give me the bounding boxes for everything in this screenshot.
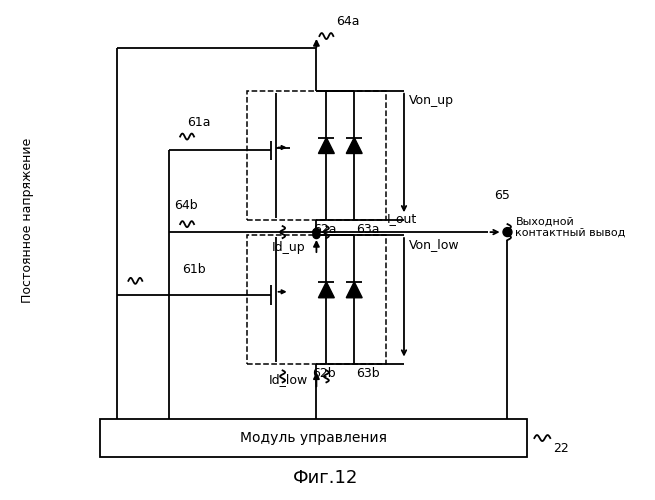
Text: 63a: 63a (356, 223, 380, 236)
Bar (247, 91, 386, 220)
Bar (247, 235, 386, 364)
Text: I_out: I_out (387, 212, 417, 225)
Text: 64b: 64b (174, 199, 198, 212)
Circle shape (503, 228, 512, 236)
Text: Постоянное напряжение: Постоянное напряжение (22, 138, 34, 303)
Polygon shape (318, 138, 334, 154)
Text: 62b: 62b (312, 368, 336, 380)
Circle shape (313, 228, 320, 235)
Text: 61a: 61a (187, 116, 210, 129)
Text: 65: 65 (495, 189, 510, 202)
Text: 61b: 61b (182, 264, 206, 276)
Bar (100, 419, 527, 457)
Text: 63b: 63b (356, 368, 380, 380)
Text: 62a: 62a (312, 223, 336, 236)
Text: Id_low: Id_low (269, 373, 308, 386)
Text: Von_low: Von_low (409, 238, 460, 252)
Text: Id_up: Id_up (272, 240, 305, 254)
Polygon shape (318, 282, 334, 298)
Text: Von_up: Von_up (409, 94, 454, 107)
Circle shape (313, 228, 320, 235)
Text: Фиг.12: Фиг.12 (293, 469, 358, 487)
Circle shape (313, 232, 320, 238)
Polygon shape (346, 138, 362, 154)
Text: 64a: 64a (336, 15, 360, 28)
Text: 22: 22 (553, 442, 569, 454)
Text: Выходной
контактный вывод: Выходной контактный вывод (515, 216, 626, 238)
Text: Модуль управления: Модуль управления (240, 431, 387, 445)
Polygon shape (346, 282, 362, 298)
